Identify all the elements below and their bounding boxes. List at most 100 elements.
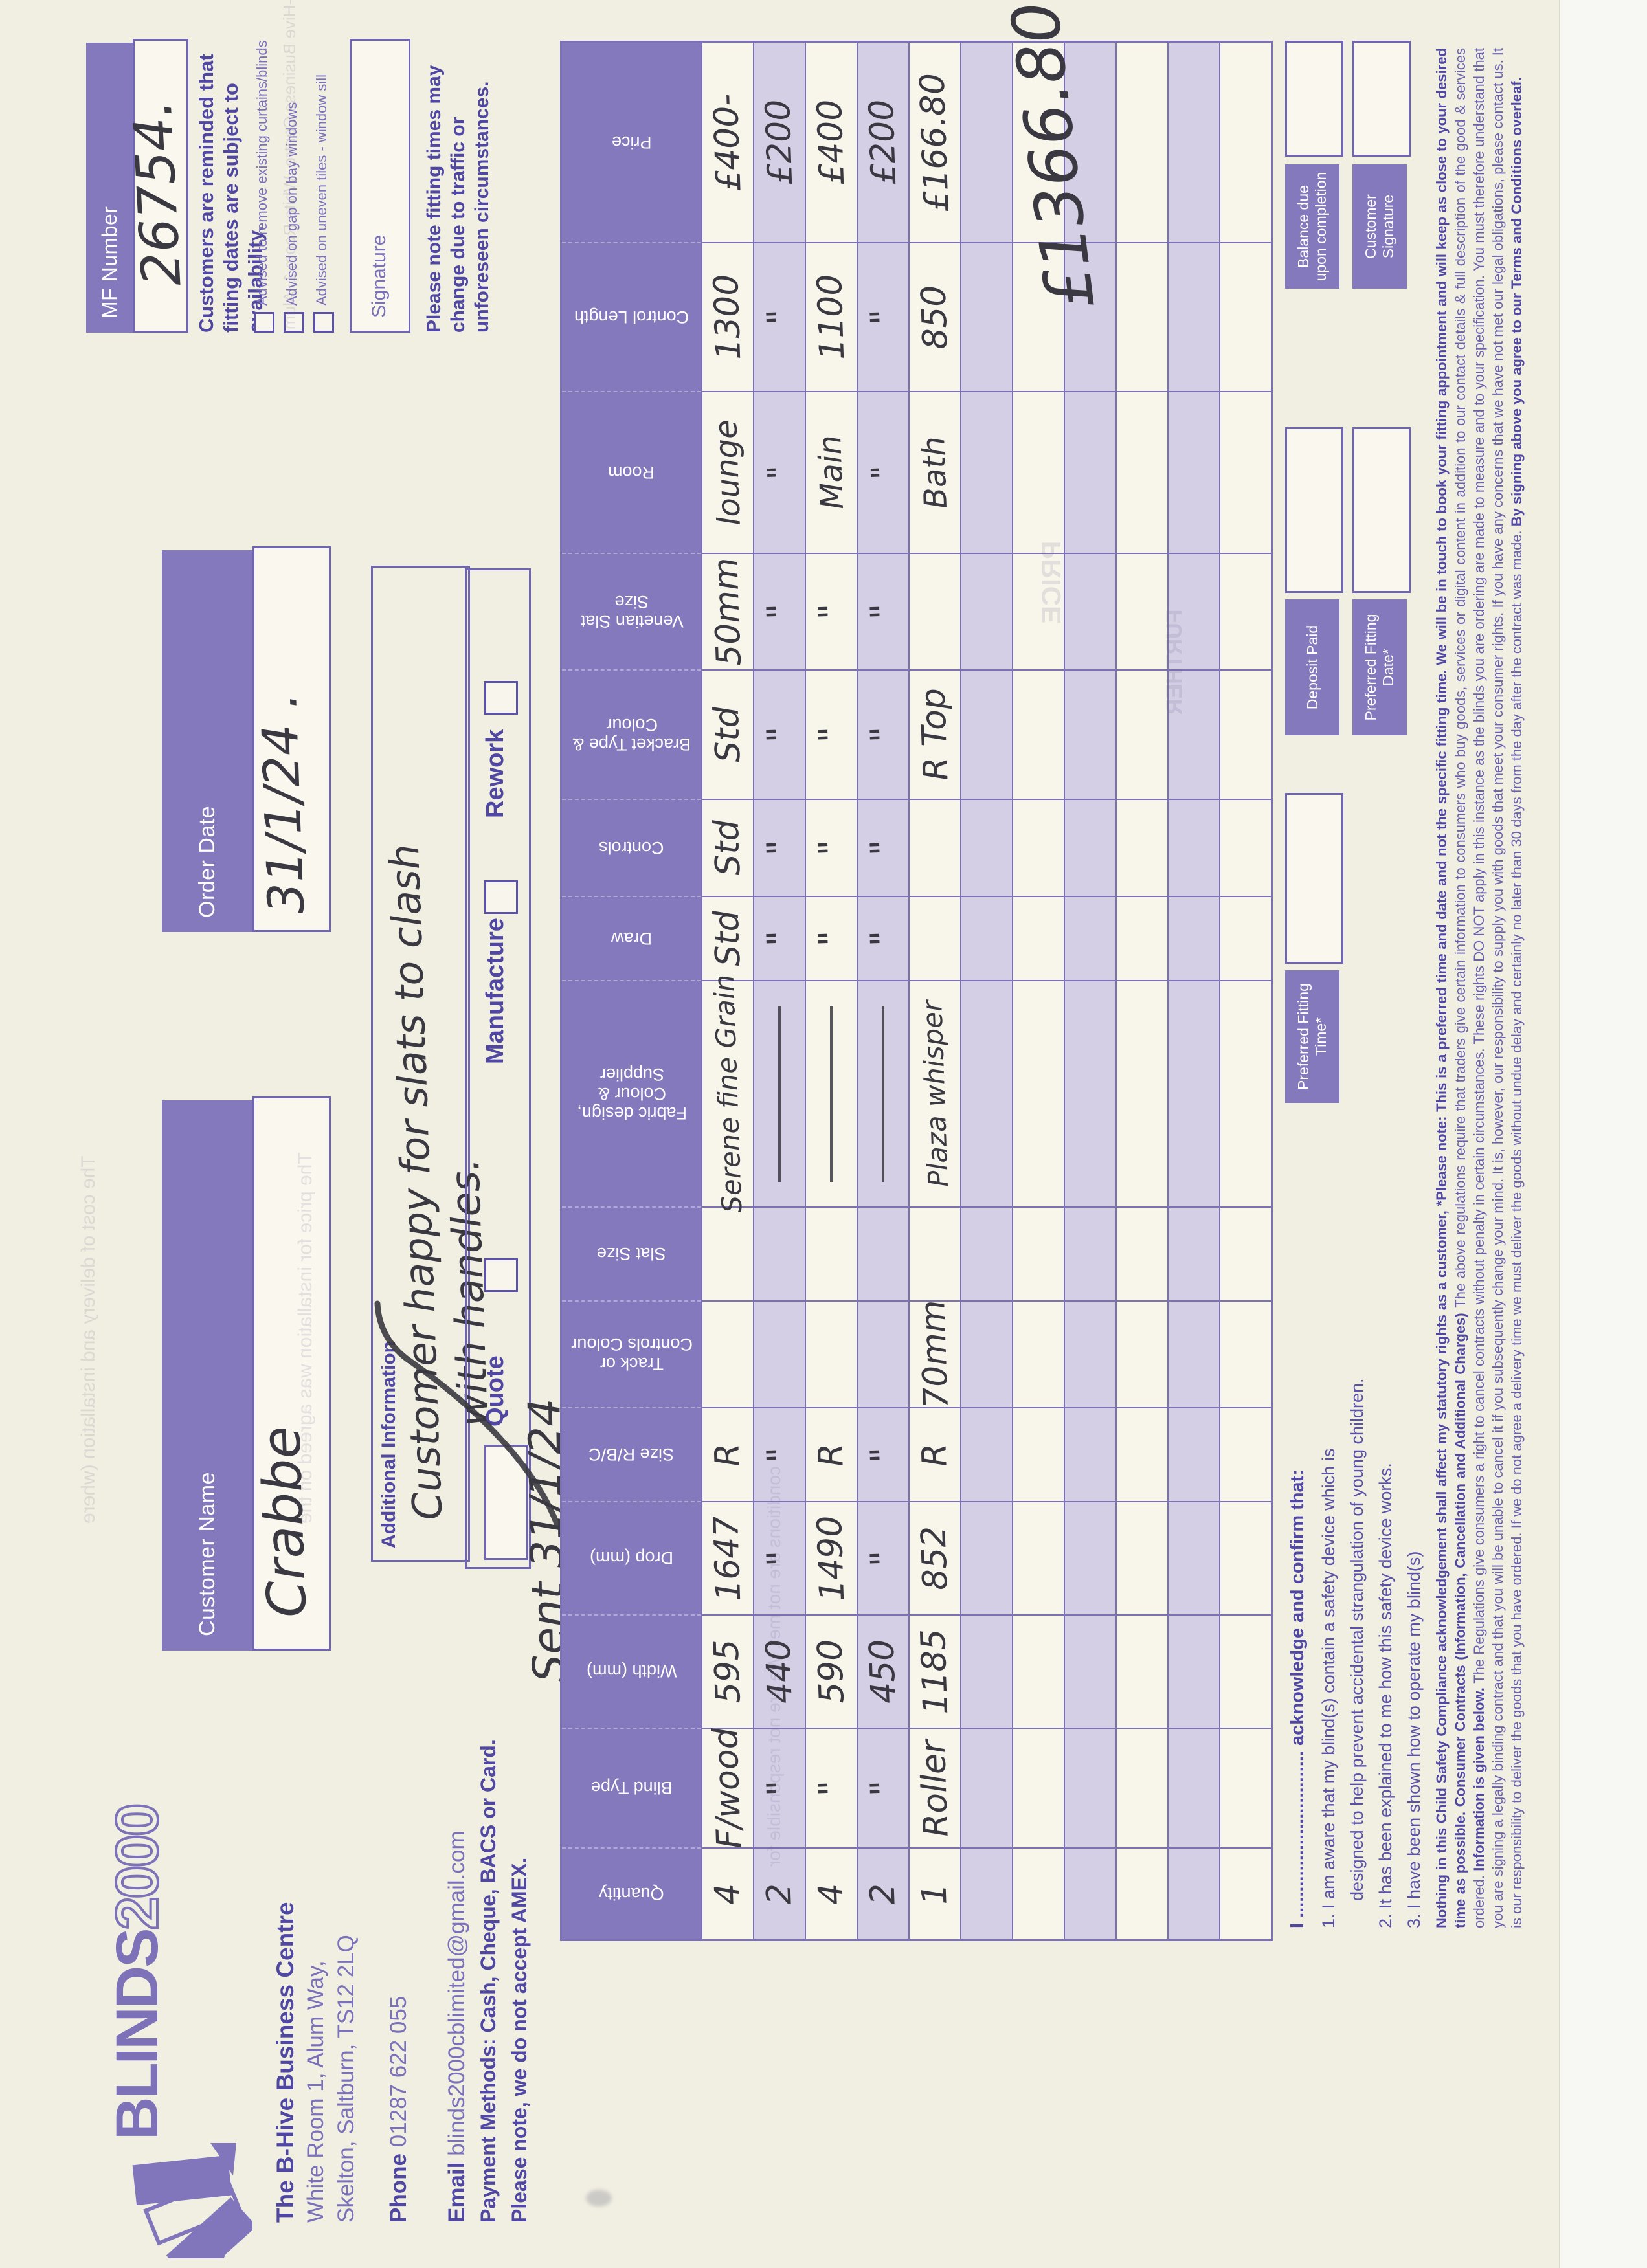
table-cell — [1064, 800, 1115, 897]
address-line-2: Skelton, Saltburn, TS12 2LQ — [333, 1935, 359, 2223]
signature-box[interactable]: Signature — [350, 39, 410, 333]
table-cell — [1219, 1616, 1271, 1729]
table-cell — [1012, 1408, 1064, 1502]
customer-signature-label: Customer Signature — [1352, 164, 1407, 289]
table-cell — [1064, 1408, 1115, 1502]
table-cell — [1219, 243, 1271, 392]
table-cell — [960, 800, 1012, 897]
phone-value: 01287 622 055 — [386, 1996, 411, 2148]
table-header-label: Blind Type — [590, 1778, 673, 1798]
table-cell — [960, 1302, 1012, 1408]
table-cell — [960, 1502, 1012, 1616]
cell-handwriting: Roller — [913, 1739, 956, 1838]
table-cell: " — [805, 671, 857, 800]
table-cell — [960, 1616, 1012, 1729]
table-header-label: Draw — [611, 929, 652, 948]
order-date-label: Order Date — [194, 805, 219, 918]
table-cell: " — [805, 897, 857, 981]
table-cell — [1167, 1729, 1219, 1849]
table-cell: £400 — [805, 43, 857, 243]
table-cell: 1100 — [805, 243, 857, 392]
table-cell — [701, 1208, 753, 1302]
acknowledge-item: 1. I am aware that my blind(s) contain a… — [1319, 1448, 1338, 1928]
cell-handwriting: " — [759, 726, 800, 744]
table-cell — [1064, 981, 1115, 1208]
table-header-cell: Room — [562, 392, 701, 554]
table-cell — [1219, 981, 1271, 1208]
cell-handwriting: 4 — [708, 1882, 748, 1906]
table-cell — [857, 1302, 908, 1408]
cell-handwriting: " — [759, 1445, 800, 1464]
table-cell — [1219, 554, 1271, 671]
advisory-checkbox[interactable] — [313, 312, 334, 333]
table-cell: 1185 — [908, 1616, 960, 1729]
email-label: Email — [444, 2162, 469, 2223]
table-cell — [1219, 1302, 1271, 1408]
cell-handwriting: " — [862, 929, 904, 948]
mf-number-label: MF Number — [97, 206, 121, 318]
table-cell — [908, 1208, 960, 1302]
acknowledge-item: 3. I have been shown how to operate my b… — [1404, 1551, 1424, 1928]
cell-handwriting: R — [708, 1442, 748, 1467]
table-header-cell: Draw — [562, 897, 701, 981]
table-cell: " — [857, 1408, 908, 1502]
cell-handwriting: 450 — [862, 1638, 904, 1705]
rework-checkbox[interactable] — [484, 681, 518, 715]
mf-number-handwriting: 26754. — [122, 98, 194, 288]
cell-handwriting: 2 — [759, 1882, 800, 1906]
balance-due-input[interactable] — [1285, 41, 1343, 157]
customer-signature-input[interactable] — [1352, 41, 1411, 157]
table-cell: " — [857, 1729, 908, 1849]
table-header-label: Slat Size — [597, 1244, 666, 1264]
cell-handwriting: 595 — [707, 1638, 748, 1705]
cell-handwriting: 70mm — [913, 1299, 956, 1410]
cell-handwriting: Std — [707, 706, 748, 764]
table-header-label: Quantity — [599, 1884, 664, 1904]
table-header-cell: Venetian Slat Size — [562, 554, 701, 671]
preferred-date-input[interactable] — [1352, 427, 1411, 593]
table-header-cell: Controls — [562, 800, 701, 897]
cell-handwriting: £200 — [758, 98, 801, 186]
table-cell — [1012, 1729, 1064, 1849]
table-cell — [1064, 1729, 1115, 1849]
cell-handwriting: " — [811, 839, 852, 857]
table-cell: 595 — [701, 1616, 753, 1729]
table-cell — [1219, 1729, 1271, 1849]
table-cell: " — [753, 897, 805, 981]
table-cell: 450 — [857, 1616, 908, 1729]
table-cell: " — [805, 1729, 857, 1849]
preferred-time-input[interactable] — [1285, 793, 1343, 964]
manufacture-checkbox[interactable] — [484, 880, 518, 914]
table-cell — [805, 1208, 857, 1302]
table-cell: " — [857, 243, 908, 392]
table-cell: Bath — [908, 392, 960, 554]
table-cell: 50mm — [701, 554, 753, 671]
cell-handwriting: 1 — [915, 1882, 955, 1906]
cell-handwriting: " — [811, 603, 852, 621]
table-header-cell: Size R/B/C — [562, 1408, 701, 1502]
cell-handwriting: " — [811, 726, 852, 744]
deposit-paid-input[interactable] — [1285, 427, 1343, 593]
table-cell: Serene fine Grain — [701, 974, 753, 1214]
table-cell — [960, 392, 1012, 554]
preferred-date-label: Preferred Fitting Date* — [1352, 599, 1407, 735]
advisory-checkbox[interactable] — [254, 312, 274, 333]
cell-handwriting: £400- — [706, 93, 749, 192]
business-name: The B-Hive Business Centre — [272, 1902, 298, 2223]
table-cell: " — [857, 554, 908, 671]
cell-handwriting: " — [759, 839, 800, 857]
cell-handwriting: Plaza whisper — [915, 1000, 954, 1188]
table-cell — [1167, 800, 1219, 897]
table-header-cell: Blind Type — [562, 1729, 701, 1849]
table-cell: " — [753, 671, 805, 800]
table-row — [1219, 43, 1271, 1939]
table-cell: 852 — [908, 1502, 960, 1616]
table-cell — [1115, 671, 1167, 800]
table-cell — [1064, 392, 1115, 554]
table-cell: Plaza whisper — [908, 981, 960, 1208]
table-cell: " — [753, 554, 805, 671]
table-cell: " — [857, 1502, 908, 1616]
mf-number-band: MF Number — [86, 43, 133, 333]
payment-methods-line: Payment Methods: Cash, Cheque, BACS or C… — [476, 1739, 500, 2223]
